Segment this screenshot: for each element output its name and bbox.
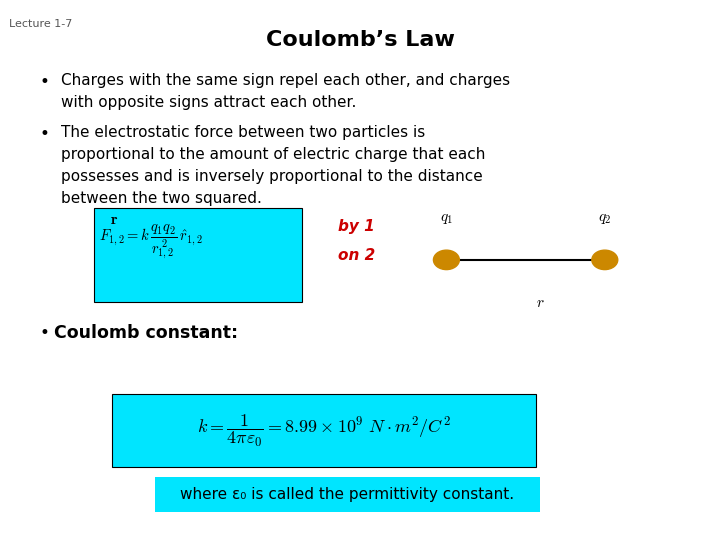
Text: The electrostatic force between two particles is: The electrostatic force between two part… [61,125,426,140]
Text: Coulomb constant:: Coulomb constant: [54,324,238,342]
Text: Lecture 1-7: Lecture 1-7 [9,19,72,29]
Text: •: • [40,125,50,143]
Text: $F_{1,2}= k\,\dfrac{q_1 q_2}{r_{1,2}^{\;2}}\,\hat{r}_{1,2}$: $F_{1,2}= k\,\dfrac{q_1 q_2}{r_{1,2}^{\;… [99,224,203,261]
Text: •: • [40,73,50,91]
Text: $k = \dfrac{1}{4\pi\varepsilon_0} = 8.99\times 10^9\ N\cdot m^2/C^2$: $k = \dfrac{1}{4\pi\varepsilon_0} = 8.99… [197,413,451,449]
Text: proportional to the amount of electric charge that each: proportional to the amount of electric c… [61,147,485,162]
Text: $r$: $r$ [536,295,544,310]
Text: between the two squared.: between the two squared. [61,191,262,206]
Text: Coulomb’s Law: Coulomb’s Law [266,30,454,50]
Text: where ε₀ is called the permittivity constant.: where ε₀ is called the permittivity cons… [180,487,515,502]
Text: with opposite signs attract each other.: with opposite signs attract each other. [61,95,356,110]
Text: by 1: by 1 [338,219,375,234]
Text: possesses and is inversely proportional to the distance: possesses and is inversely proportional … [61,169,483,184]
Text: $\mathbf{r}$: $\mathbf{r}$ [110,212,118,227]
Text: on 2: on 2 [338,248,376,264]
Text: •: • [40,324,50,342]
Text: $q_1$: $q_1$ [440,211,453,226]
Text: $q_2$: $q_2$ [598,211,611,226]
Text: Charges with the same sign repel each other, and charges: Charges with the same sign repel each ot… [61,73,510,88]
